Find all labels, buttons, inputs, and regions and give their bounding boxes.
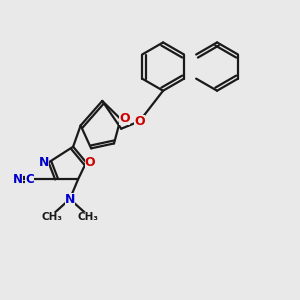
Text: O: O (119, 112, 130, 125)
Text: C: C (25, 173, 34, 186)
Text: CH₃: CH₃ (41, 212, 62, 222)
Text: O: O (85, 156, 95, 169)
Text: CH₃: CH₃ (77, 212, 98, 222)
Text: O: O (134, 115, 145, 128)
Text: N: N (39, 156, 49, 169)
Text: N: N (13, 173, 23, 186)
Text: N: N (65, 193, 75, 206)
